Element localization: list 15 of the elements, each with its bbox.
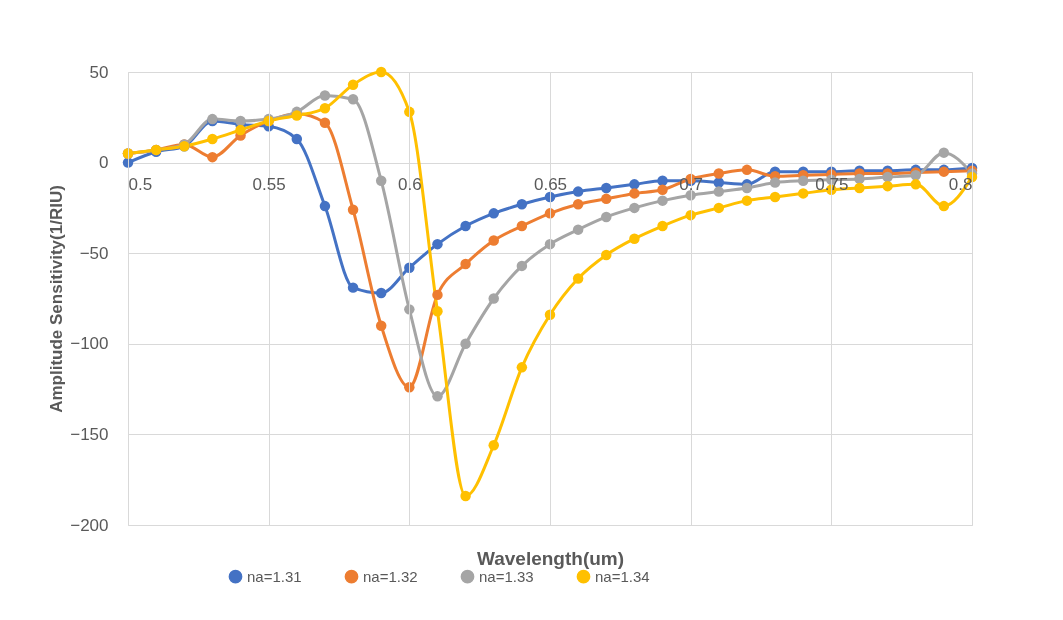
y-tick-label: −50 [79, 243, 109, 263]
x-tick-label: 0.65 [533, 175, 568, 195]
legend-label: na=1.32 [363, 567, 418, 585]
y-axis-title: Amplitude Sensitivity(1/RIU) [47, 185, 67, 413]
y-tick-label: −200 [70, 515, 109, 535]
x-tick-label: 0.5 [128, 175, 153, 195]
legend-label: na=1.31 [247, 567, 302, 585]
x-tick-label: 0.6 [398, 175, 422, 195]
x-axis-title: Wavelength(um) [476, 547, 625, 569]
y-tick-label: 50 [89, 62, 109, 82]
y-tick-label: 0 [99, 153, 109, 173]
y-tick-label: −150 [70, 424, 109, 444]
y-tick-label: −100 [70, 334, 109, 354]
x-tick-label: 0.55 [252, 175, 286, 195]
legend-label: na=1.33 [479, 567, 534, 585]
